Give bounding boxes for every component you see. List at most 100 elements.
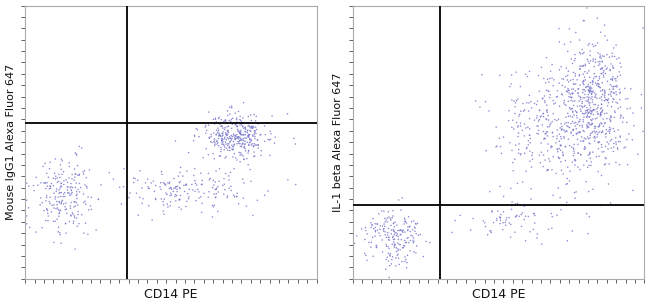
- Point: [592, 16, 603, 21]
- Point: [241, 204, 252, 209]
- Point: [393, 248, 403, 253]
- Point: [495, 221, 505, 226]
- Point: [362, 231, 372, 236]
- Point: [480, 99, 491, 104]
- Point: [54, 191, 64, 196]
- Point: [67, 172, 77, 177]
- Point: [595, 107, 606, 111]
- Point: [174, 205, 184, 210]
- Point: [476, 72, 487, 77]
- Point: [58, 182, 69, 187]
- Point: [66, 184, 76, 189]
- Point: [209, 130, 219, 135]
- Point: [248, 133, 258, 138]
- Point: [211, 195, 221, 200]
- Point: [224, 177, 234, 182]
- Point: [235, 118, 246, 123]
- Point: [606, 104, 617, 109]
- Point: [114, 185, 125, 190]
- Point: [242, 128, 253, 133]
- Point: [485, 189, 495, 194]
- Point: [184, 194, 194, 199]
- Point: [246, 138, 257, 143]
- Point: [392, 253, 402, 258]
- Point: [588, 112, 599, 117]
- Point: [585, 86, 595, 91]
- Point: [608, 84, 619, 89]
- Point: [157, 172, 167, 177]
- Point: [556, 143, 566, 148]
- Point: [560, 144, 571, 149]
- Point: [540, 158, 550, 163]
- Point: [578, 163, 589, 168]
- Point: [564, 91, 574, 95]
- Point: [592, 74, 602, 79]
- Point: [235, 138, 245, 143]
- Point: [40, 181, 51, 185]
- Point: [384, 237, 394, 242]
- Point: [58, 169, 69, 174]
- Point: [21, 181, 32, 186]
- Point: [58, 192, 69, 196]
- Point: [572, 137, 582, 142]
- Point: [554, 40, 565, 45]
- Point: [150, 189, 160, 194]
- Point: [175, 197, 185, 202]
- Point: [561, 103, 571, 108]
- Point: [219, 147, 229, 152]
- Point: [212, 142, 222, 146]
- Point: [584, 110, 595, 115]
- Point: [201, 123, 211, 128]
- Point: [602, 65, 612, 70]
- Point: [225, 136, 235, 141]
- Point: [213, 184, 223, 189]
- Point: [224, 124, 234, 129]
- Point: [188, 188, 198, 192]
- Point: [381, 257, 391, 262]
- Point: [352, 233, 362, 238]
- Point: [606, 94, 616, 99]
- Point: [118, 184, 129, 189]
- Point: [506, 73, 517, 78]
- Point: [222, 195, 233, 200]
- Point: [389, 237, 400, 242]
- Point: [223, 141, 233, 146]
- Point: [146, 181, 157, 185]
- Point: [235, 150, 246, 155]
- Point: [40, 181, 50, 185]
- Point: [233, 134, 243, 139]
- Point: [518, 109, 528, 114]
- Point: [540, 131, 551, 136]
- Point: [170, 198, 181, 203]
- Point: [515, 109, 526, 114]
- Point: [524, 93, 534, 98]
- Point: [525, 141, 536, 146]
- Point: [532, 131, 542, 136]
- Point: [569, 151, 579, 156]
- Point: [397, 245, 408, 250]
- Point: [607, 76, 618, 81]
- Point: [239, 157, 249, 161]
- Point: [604, 129, 615, 134]
- Point: [538, 114, 549, 119]
- Point: [82, 185, 92, 190]
- Point: [388, 234, 398, 239]
- Point: [244, 142, 254, 147]
- Point: [585, 133, 595, 138]
- Point: [595, 120, 606, 125]
- Point: [40, 218, 51, 223]
- Point: [226, 184, 236, 189]
- Point: [237, 121, 247, 126]
- Point: [70, 214, 80, 219]
- Point: [387, 257, 397, 262]
- Point: [590, 90, 600, 95]
- Point: [232, 124, 242, 129]
- Point: [587, 108, 597, 113]
- Point: [205, 139, 216, 144]
- Point: [224, 145, 235, 150]
- Point: [52, 205, 62, 210]
- Point: [217, 141, 228, 146]
- Point: [58, 194, 68, 199]
- Point: [543, 80, 554, 84]
- Point: [384, 235, 394, 240]
